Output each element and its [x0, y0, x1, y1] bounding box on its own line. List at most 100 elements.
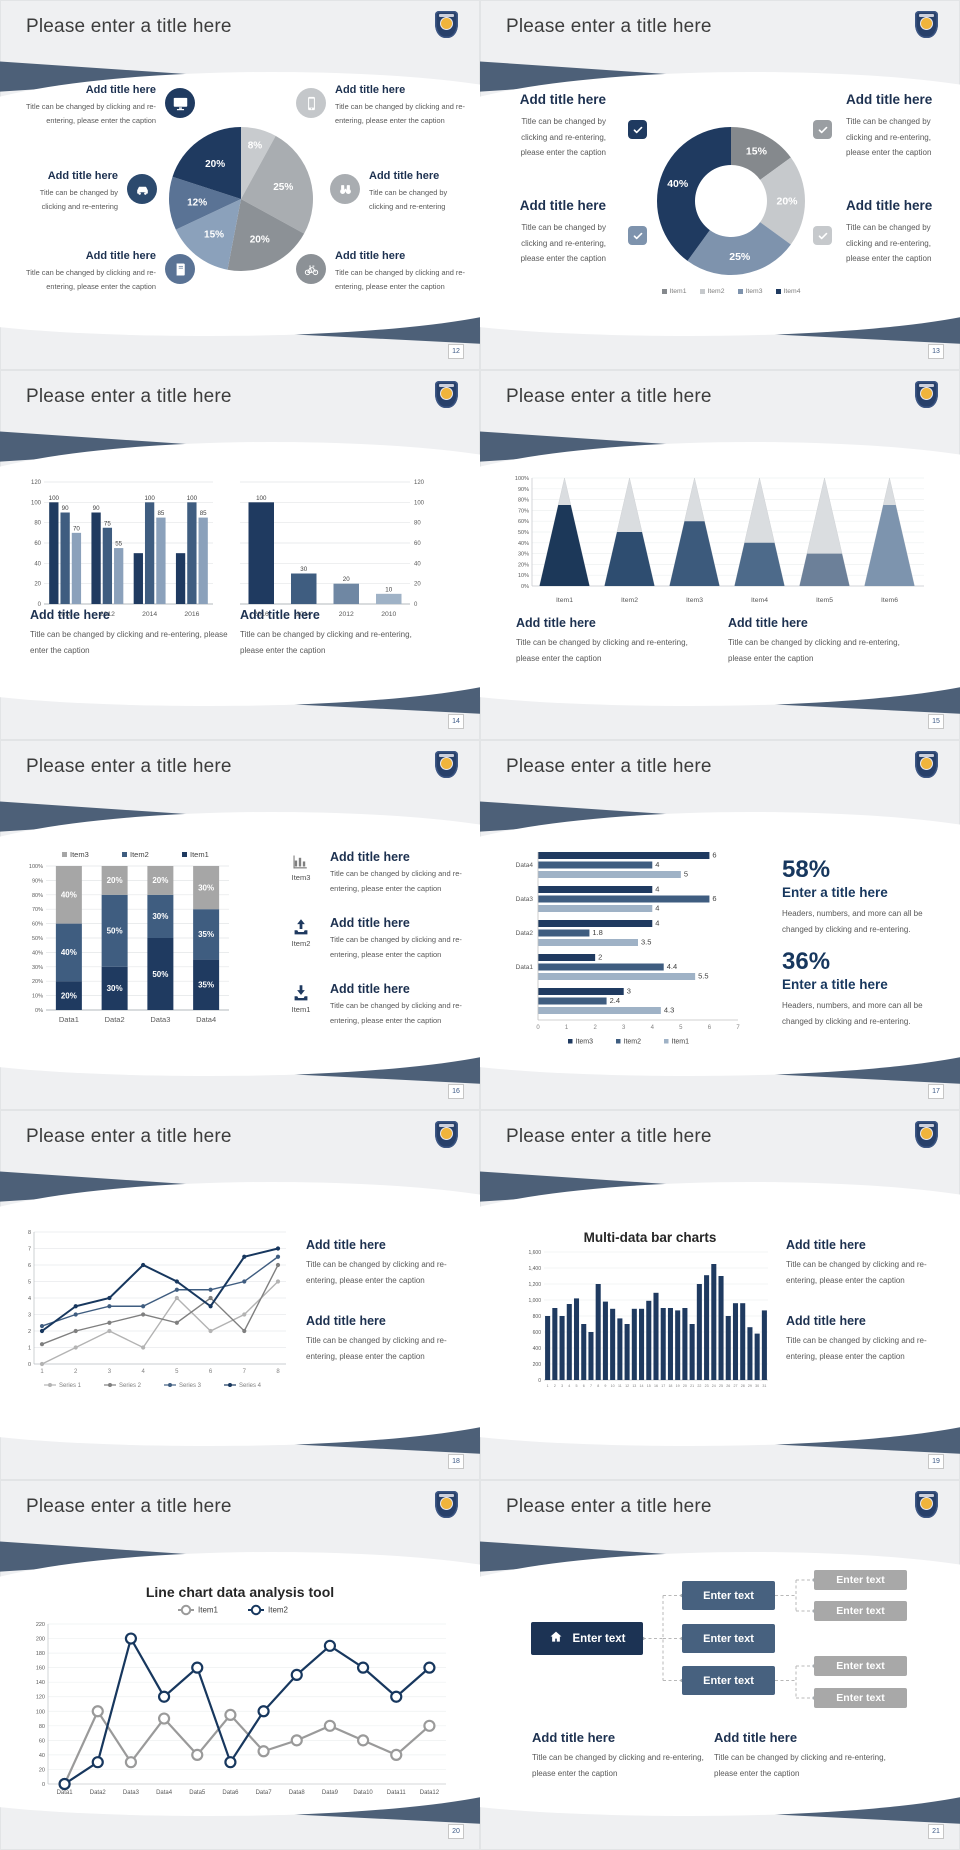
slide-title[interactable]: Please enter a title here [506, 1496, 712, 1517]
block-title: Add title here [714, 1730, 798, 1745]
left-text-block[interactable]: Add title here Title can be changed by c… [516, 616, 706, 666]
right-text-block-2[interactable]: Add title here Title can be changed by c… [306, 1314, 476, 1364]
right-text-block[interactable]: Add title here Title can be changed by c… [728, 616, 918, 666]
svg-text:3: 3 [108, 1369, 112, 1375]
donut-legend: Item1 Item2 Item3 Item4 [636, 288, 826, 295]
single-bar-chart[interactable]: 0 20 40 60 80 100 120 100 2016 30 2014 20 2012 10 2010 [232, 470, 436, 625]
page-number: 16 [448, 1084, 464, 1099]
svg-text:180: 180 [36, 1651, 45, 1657]
donut-item-bottom-right[interactable]: Add title here Title can be changed by c… [846, 198, 952, 267]
item-title: Add title here [519, 198, 606, 213]
svg-text:27: 27 [733, 1384, 737, 1388]
svg-text:11: 11 [618, 1384, 622, 1388]
list-item-item3[interactable]: Item3 Add title here Title can be changed… [284, 850, 480, 896]
svg-text:1: 1 [28, 1346, 31, 1352]
slide-17: Please enter a title here 6 4 5 Data4 4 6 4 Dat… [480, 740, 960, 1110]
checkbox-icon[interactable] [813, 120, 832, 139]
org-leaf-box[interactable]: Enter text [814, 1656, 907, 1676]
svg-text:100: 100 [187, 495, 198, 502]
slide-title[interactable]: Please enter a title here [26, 756, 232, 777]
svg-text:50%: 50% [152, 970, 168, 979]
pie-item-bottom-left[interactable]: Add title here Title can be changed by cl… [26, 250, 195, 293]
svg-text:100%: 100% [515, 476, 529, 482]
svg-text:70: 70 [73, 525, 80, 532]
org-leaf-box[interactable]: Enter text [814, 1601, 907, 1621]
list-item-item2[interactable]: Item2 Add title here Title can be changed… [284, 916, 480, 962]
slide-title[interactable]: Please enter a title here [506, 16, 712, 37]
box-label: Enter text [703, 1589, 754, 1602]
svg-text:24: 24 [712, 1384, 716, 1388]
svg-text:Item6: Item6 [881, 597, 898, 604]
school-crest-logo [915, 1491, 938, 1518]
slide-title[interactable]: Please enter a title here [26, 1496, 232, 1517]
checkbox-icon[interactable] [628, 226, 647, 245]
svg-text:70%: 70% [518, 508, 529, 514]
svg-text:Item2: Item2 [624, 1039, 642, 1046]
slide-title[interactable]: Please enter a title here [26, 16, 232, 37]
org-leaf-box[interactable]: Enter text [814, 1570, 907, 1590]
slide-title[interactable]: Please enter a title here [506, 1126, 712, 1147]
cone-chart[interactable]: 0% 10% 20% 30% 40% 50% 60% 70% 80% 90% 100% Item1 It… [506, 470, 930, 615]
org-diagram[interactable]: Enter text Enter text Enter text Enter text… [528, 1566, 924, 1712]
stat-caption: Headers, numbers, and more can all be ch… [782, 909, 923, 934]
slide-title[interactable]: Please enter a title here [506, 756, 712, 777]
org-root-box[interactable]: Enter text [531, 1622, 643, 1655]
left-text-block[interactable]: Add title here Title can be changed by c… [532, 1730, 704, 1781]
svg-text:10: 10 [385, 586, 392, 593]
svg-text:0%: 0% [35, 1008, 43, 1014]
chart-title[interactable]: Multi-data bar charts [583, 1230, 717, 1245]
svg-text:2014: 2014 [296, 611, 311, 618]
checkbox-icon[interactable] [628, 120, 647, 139]
pie-item-bottom-right[interactable]: Add title here Title can be changed by cl… [296, 250, 465, 293]
stat-title: Enter a title here [782, 977, 888, 992]
org-mid-box[interactable]: Enter text [682, 1666, 775, 1695]
right-text-block-1[interactable]: Add title here Title can be changed by c… [786, 1238, 956, 1288]
block-title: Add title here [240, 608, 320, 622]
stat-block-1[interactable]: 58% Enter a title here Headers, numbers,… [782, 858, 954, 937]
right-text-block-1[interactable]: Add title here Title can be changed by c… [306, 1238, 476, 1288]
horizontal-bar-chart[interactable]: 6 4 5 Data4 4 6 4 Data3 4 1.8 3.5 Data2 2 4.4 5.5 Data1… [504, 848, 764, 1053]
multi-data-bar-chart[interactable]: 0 200 400 600 800 1,000 1,200 1,400 1,600 1 2 3 4 5 6 7… [514, 1246, 772, 1399]
svg-text:6: 6 [712, 851, 716, 860]
org-mid-box[interactable]: Enter text [682, 1581, 775, 1610]
svg-text:26: 26 [726, 1384, 730, 1388]
left-text-block[interactable]: Add title here Title can be changed by c… [30, 608, 245, 658]
org-mid-box[interactable]: Enter text [682, 1624, 775, 1653]
list-item-item1[interactable]: Item1 Add title here Title can be changed… [284, 982, 480, 1028]
pie-item-mid-left[interactable]: Add title here Title can be changed by cl… [14, 170, 157, 213]
svg-text:7: 7 [28, 1247, 31, 1253]
donut-item-bottom-left[interactable]: Add title here Title can be changed by c… [500, 198, 606, 267]
checkbox-icon[interactable] [813, 226, 832, 245]
svg-text:70%: 70% [32, 907, 43, 913]
right-text-block-2[interactable]: Add title here Title can be changed by c… [786, 1314, 956, 1364]
org-leaf-box[interactable]: Enter text [814, 1688, 907, 1708]
svg-text:Item2: Item2 [621, 597, 638, 604]
pie-chart[interactable]: 8% 25% 20% 15% 12% 20% [168, 126, 314, 272]
donut-item-top-left[interactable]: Add title here Title can be changed by c… [500, 92, 606, 161]
chart-title[interactable]: Line chart data analysis tool [145, 1584, 335, 1600]
line-chart-data-analysis[interactable]: Item1 Item2 0 20 40 60 80 100 120 140 160 180 200 220… [20, 1602, 456, 1813]
pie-item-top-right[interactable]: Add title here Title can be changed by cl… [296, 84, 465, 127]
item-title: Add title here [330, 982, 410, 996]
slide-title[interactable]: Please enter a title here [26, 386, 232, 407]
block-title: Add title here [728, 616, 808, 630]
line-chart[interactable]: 0 1 2 3 4 5 6 7 8 1 2 3 4 5 6 7 8 Series 1 Series 2 Series … [18, 1224, 294, 1397]
stat-block-2[interactable]: 36% Enter a title here Headers, numbers,… [782, 950, 954, 1029]
pie-item-top-left[interactable]: Add title here Title can be changed by cl… [26, 84, 195, 127]
svg-text:5: 5 [28, 1280, 31, 1286]
pie-item-mid-right[interactable]: Add title here Title can be changed by cl… [330, 170, 473, 213]
svg-text:20: 20 [39, 1767, 45, 1773]
stacked-bar-chart[interactable]: Item3 Item2 Item1 0% 10% 20% 30% 40% 50% 60% 70% 80… [20, 848, 235, 1031]
right-text-block[interactable]: Add title here Title can be changed by c… [714, 1730, 886, 1781]
donut-chart[interactable]: 15% 20% 25% 40% [656, 126, 806, 276]
slide-title[interactable]: Please enter a title here [26, 1126, 232, 1147]
svg-text:9: 9 [604, 1384, 606, 1388]
right-text-block[interactable]: Add title here Title can be changed by c… [240, 608, 412, 658]
slide-title[interactable]: Please enter a title here [506, 386, 712, 407]
grouped-bar-chart[interactable]: 0 20 40 60 80 100 120 100 90 70 2010 90 75 55 2012 100 8… [22, 470, 218, 625]
svg-text:6: 6 [708, 1025, 712, 1031]
svg-text:8: 8 [597, 1384, 599, 1388]
donut-item-top-right[interactable]: Add title here Title can be changed by c… [846, 92, 952, 161]
svg-text:6: 6 [712, 894, 716, 903]
svg-text:35%: 35% [198, 981, 214, 990]
